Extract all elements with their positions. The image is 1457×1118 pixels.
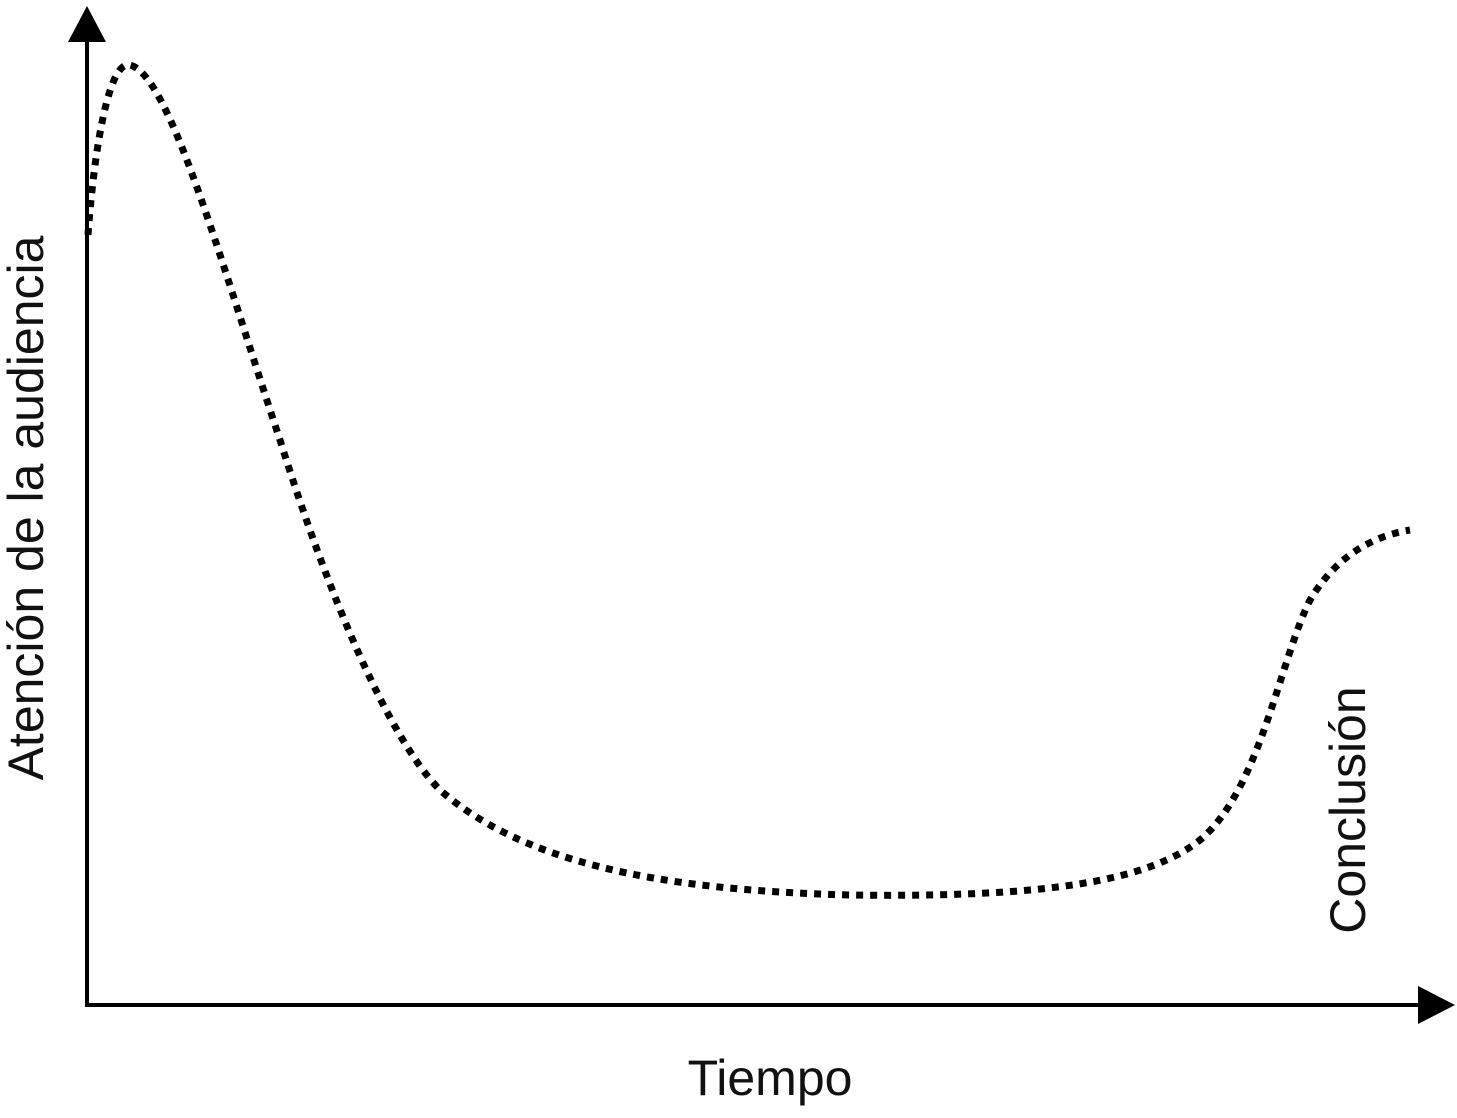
x-axis-label: Tiempo	[688, 1050, 853, 1106]
attention-curve	[84, 61, 1411, 899]
y-axis-arrow	[68, 6, 106, 42]
conclusion-label: Conclusión	[1320, 686, 1376, 933]
x-axis-arrow	[1418, 986, 1455, 1024]
y-axis-label: Atención de la audiencia	[0, 235, 54, 780]
